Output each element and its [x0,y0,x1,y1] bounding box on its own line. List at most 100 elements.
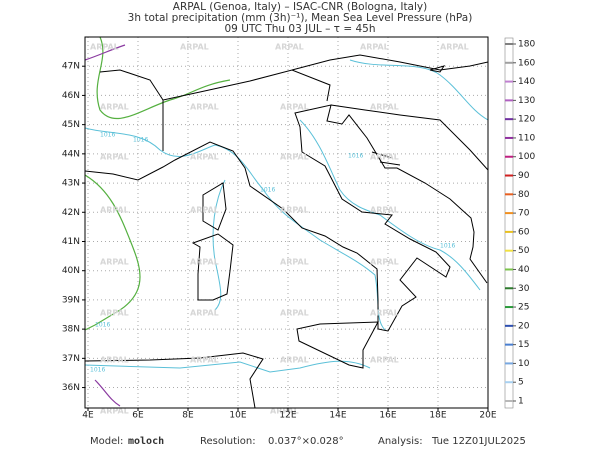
colorbar-level [505,362,513,365]
header-line: 09 UTC Thu 03 JUL – τ = 45h [225,23,376,35]
watermark: ARPAL [100,258,129,267]
watermark: ARPAL [100,103,129,112]
footer-value: Tue 12Z01JUL2025 [431,436,526,447]
colorbar-label: 110 [518,133,535,143]
colorbar-label: 1 [518,397,524,407]
isobar [85,127,386,331]
header-line: 3h total precipitation (mm (3h)⁻¹), Mean… [128,12,473,24]
watermark: ARPAL [280,153,309,162]
colorbar-label: 50 [518,246,530,256]
colorbar-level [505,118,513,121]
y-tick-label: 41N [62,237,80,247]
watermark: ARPAL [180,43,209,52]
colorbar-level [505,61,513,64]
watermark: ARPAL [90,43,119,52]
colorbar-label: 180 [518,40,535,50]
colorbar-label: 15 [518,340,529,350]
isobar [85,174,141,331]
watermark: ARPAL [370,258,399,267]
colorbar-label: 10 [518,359,530,369]
colorbar-label: 20 [518,321,530,331]
colorbar-level [505,400,513,402]
watermark: ARPAL [370,206,399,215]
colorbar-label: 80 [518,190,530,200]
colorbar-level [505,343,513,346]
watermark: ARPAL [280,258,309,267]
isobar-label: 1016 [100,132,115,139]
footer-value: moloch [128,436,164,447]
footer-label: Analysis: [378,436,423,447]
watermark: ARPAL [370,103,399,112]
y-tick-label: 40N [62,266,80,276]
isobar [85,44,126,61]
isobar-label: 1016 [260,187,275,194]
x-tick-label: 12E [279,411,296,421]
y-tick-label: 36N [62,383,80,393]
y-tick-label: 46N [62,91,80,101]
isobar [212,179,226,311]
footer-label: Resolution: [200,436,256,447]
x-tick-label: 16E [379,411,396,421]
isobar-label: 1016 [440,243,455,250]
watermark: ARPAL [100,206,129,215]
isobar [85,360,371,373]
colorbar-level [505,155,513,158]
y-tick-label: 45N [62,120,80,130]
watermark: ARPAL [370,356,399,365]
colorbar-level [505,136,513,139]
map-annotations: 1016 1016 1016 1016 1016 1016 1016 ARPAL… [90,43,469,416]
x-tick-label: 18E [429,411,446,421]
watermark: ARPAL [100,356,129,365]
colorbar-label: 90 [518,171,530,181]
watermark: ARPAL [270,407,299,416]
watermark: ARPAL [190,309,219,318]
watermark: ARPAL [370,153,399,162]
isobar [349,59,488,121]
colorbar-level [505,381,513,384]
isobar-label: 1016 [90,367,105,374]
watermark: ARPAL [280,356,309,365]
coastline [296,321,379,369]
map-layers [85,37,488,408]
watermark: ARPAL [280,103,309,112]
watermark: ARPAL [360,43,389,52]
x-tick-label: 20E [479,411,496,421]
x-tick-label: 6E [132,411,144,421]
watermark: ARPAL [280,206,309,215]
coastline [191,233,234,301]
colorbar-frame [504,37,514,409]
colorbar-level [505,80,513,83]
y-tick-label: 38N [62,325,80,335]
isobar-label: 1016 [95,322,110,329]
map-frame [84,36,489,409]
watermark: ARPAL [190,206,219,215]
isobar [96,37,231,120]
y-tick-label: 39N [62,295,80,305]
y-tick-label: 42N [62,208,80,218]
watermark: ARPAL [280,309,309,318]
isobar [94,379,121,407]
colorbar-level [505,99,513,102]
isobar-label: 1016 [133,137,148,144]
x-tick-label: 4E [82,411,94,421]
y-tick-label: 47N [62,62,80,72]
colorbar-level [505,306,513,309]
coastline [371,65,446,166]
colorbar-level [505,324,513,327]
colorbar-level [505,212,513,215]
colorbar-label: 70 [518,209,530,219]
isobar [299,119,481,291]
colorbar-label: 25 [518,303,529,313]
coastline [202,182,227,231]
colorbar-level [505,230,513,233]
y-tick-label: 37N [62,354,80,364]
colorbar-label: 60 [518,227,530,237]
y-tick-label: 44N [62,149,80,159]
watermark: ARPAL [440,43,469,52]
colorbar-label: 160 [518,58,535,68]
colorbar-level [505,249,513,252]
watermark: ARPAL [100,407,129,416]
coastline [85,352,264,408]
x-tick-label: 14E [329,411,346,421]
